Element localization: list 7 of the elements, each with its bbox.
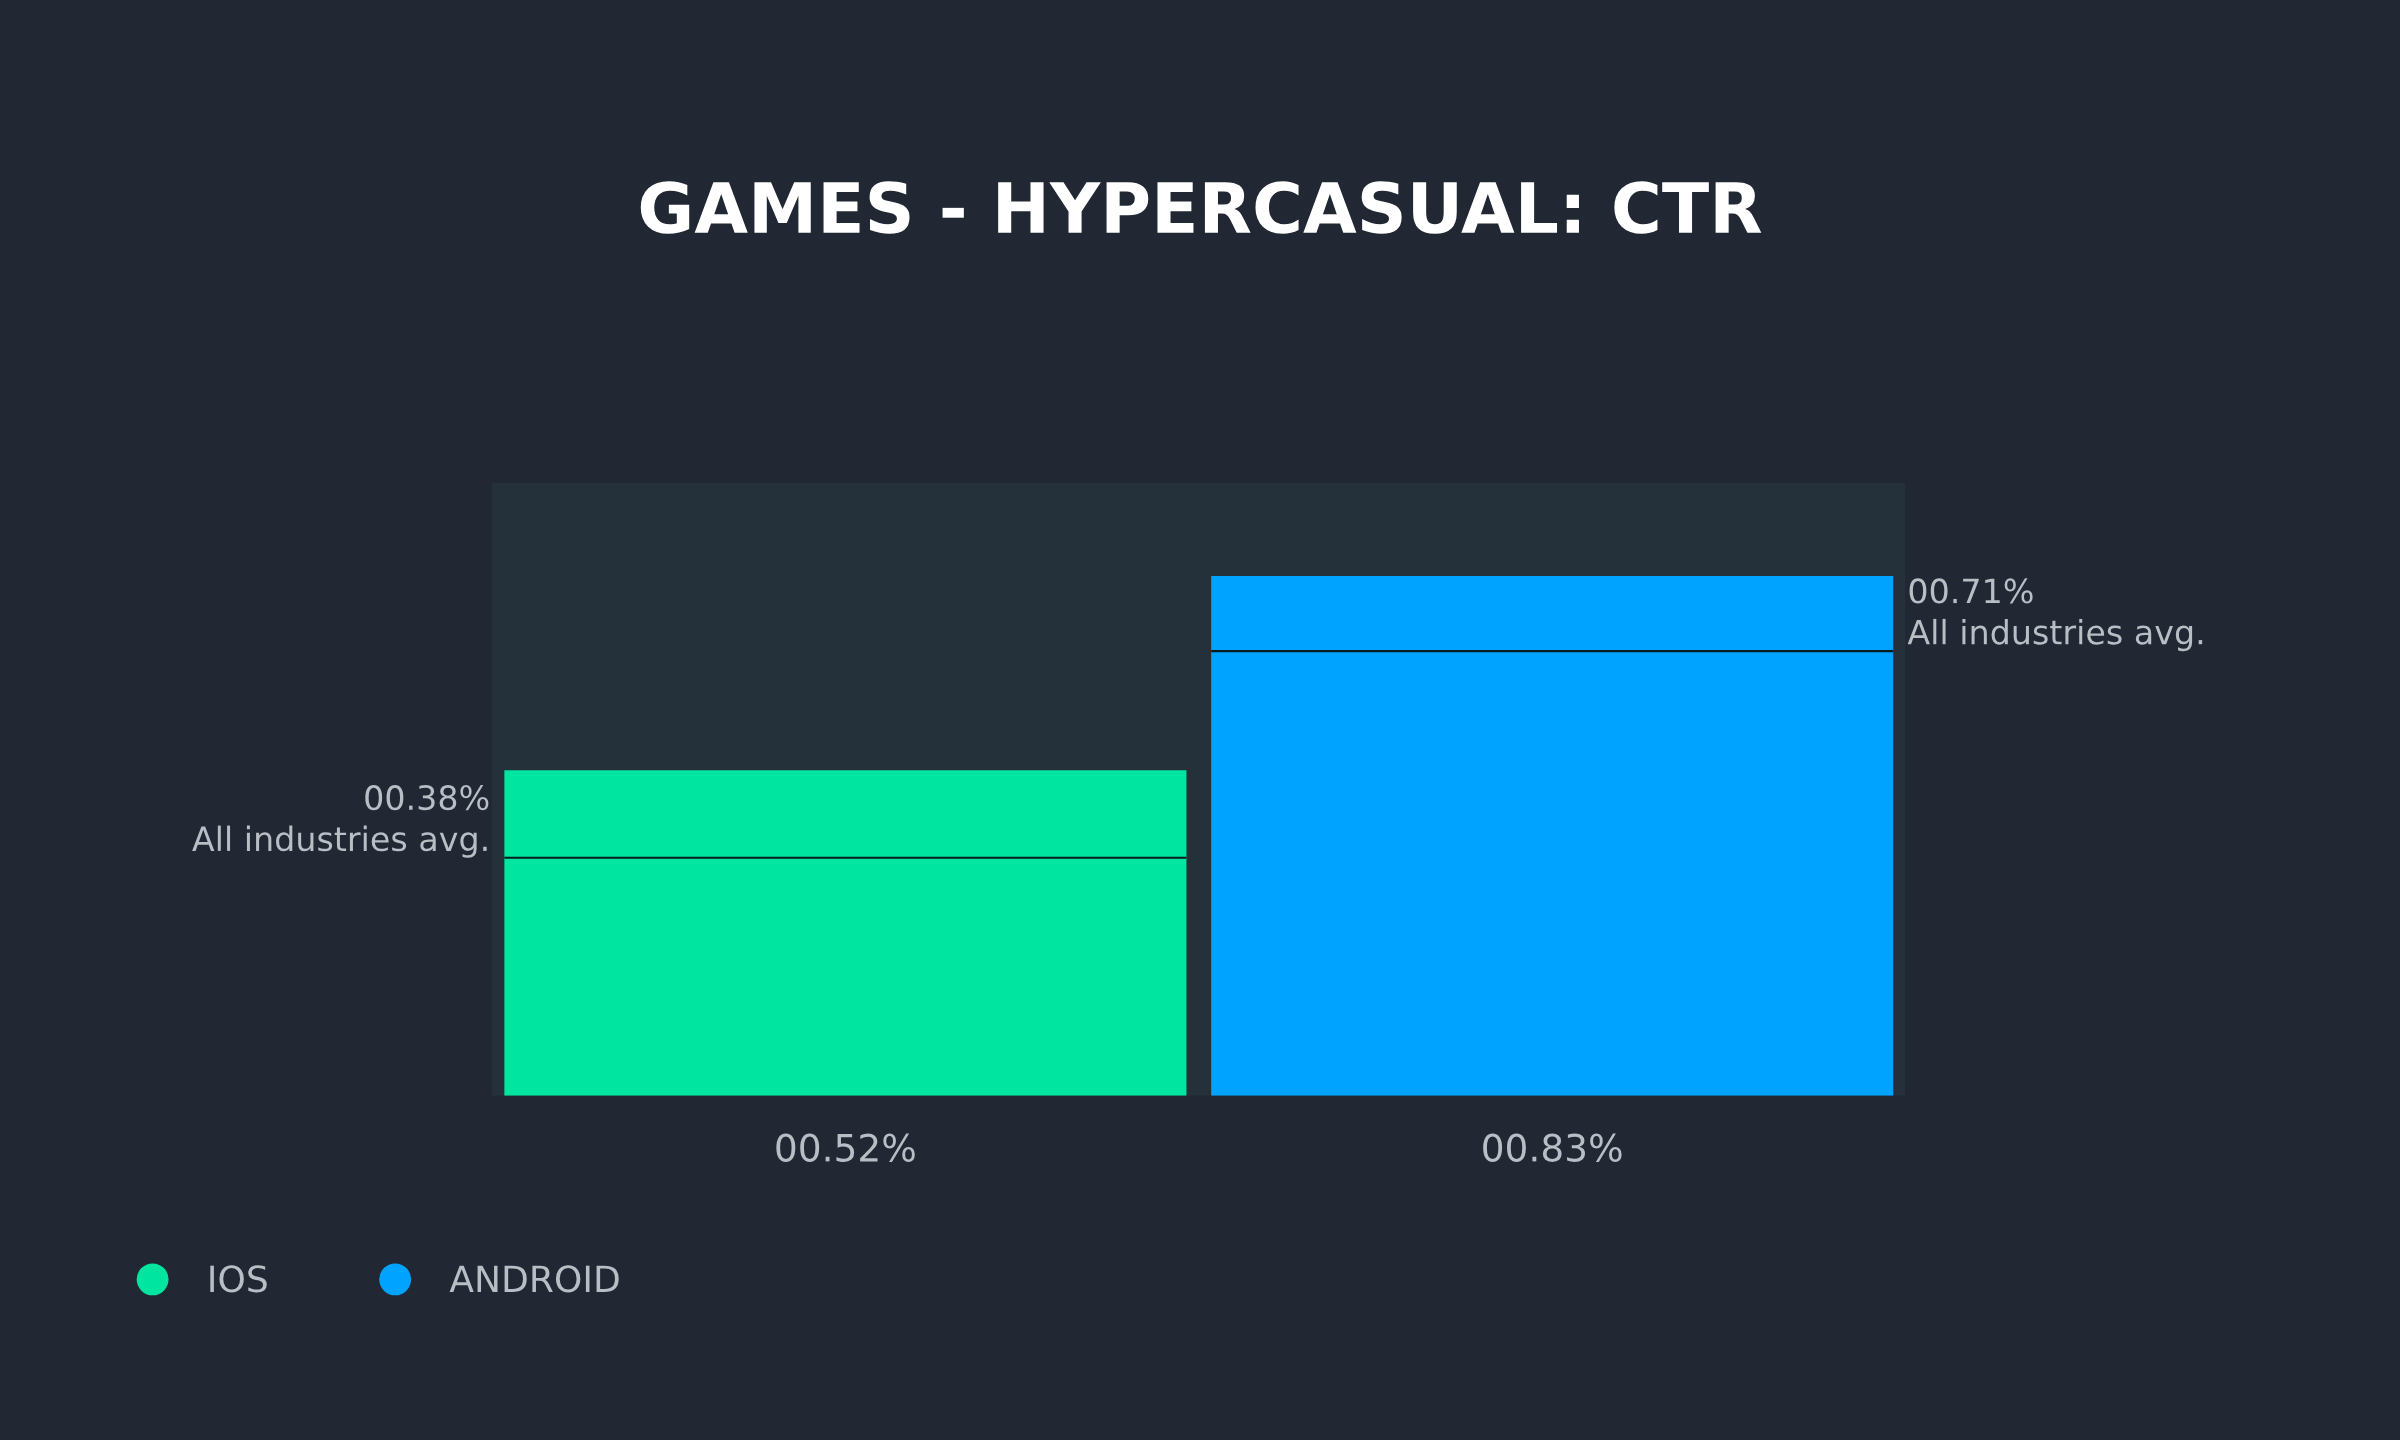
chart-title: GAMES - HYPERCASUAL: CTR bbox=[640, 181, 1762, 234]
ref-line-label: 00.38% All industries avg. bbox=[192, 785, 489, 858]
data-label: 00.83% bbox=[1483, 1133, 1622, 1162]
legend-label: ANDROID bbox=[449, 1265, 619, 1293]
ref-line-label: 00.71% All industries avg. bbox=[1907, 578, 2203, 652]
data-label: 00.52% bbox=[776, 1133, 915, 1162]
legend-label: IOS bbox=[210, 1265, 267, 1293]
